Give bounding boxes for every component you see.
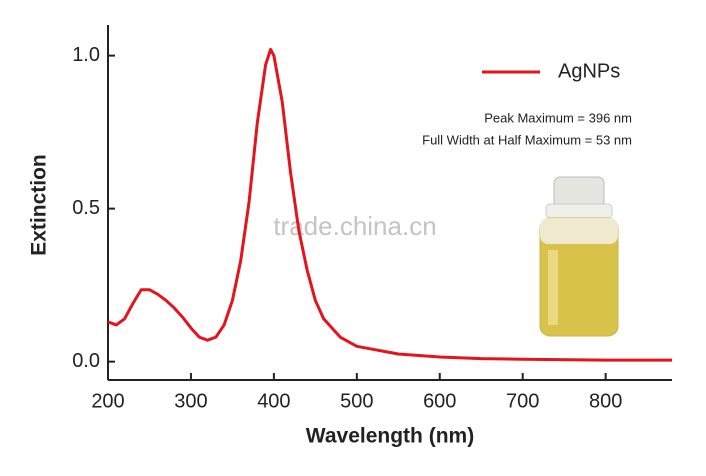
data-line (107, 47, 672, 362)
x-tick-label: 300 (174, 390, 207, 412)
y-tick-label: 0.0 (72, 350, 100, 372)
annotation: Peak Maximum = 396 nm (484, 110, 632, 125)
y-axis-label: Extinction (28, 154, 51, 256)
y-tick-label: 1.0 (72, 44, 100, 66)
y-tick-label: 0.5 (72, 197, 100, 219)
x-tick-label: 400 (257, 390, 290, 412)
x-tick-label: 800 (589, 390, 622, 412)
x-tick-label: 600 (423, 390, 456, 412)
x-tick-label: 700 (506, 390, 539, 412)
annotation: Full Width at Half Maximum = 53 nm (422, 132, 632, 147)
bottle (539, 176, 619, 337)
x-tick-label: 200 (91, 390, 124, 412)
legend-label: AgNPs (558, 60, 620, 82)
x-tick-label: 500 (340, 390, 373, 412)
x-axis-label: Wavelength (nm) (306, 425, 474, 448)
